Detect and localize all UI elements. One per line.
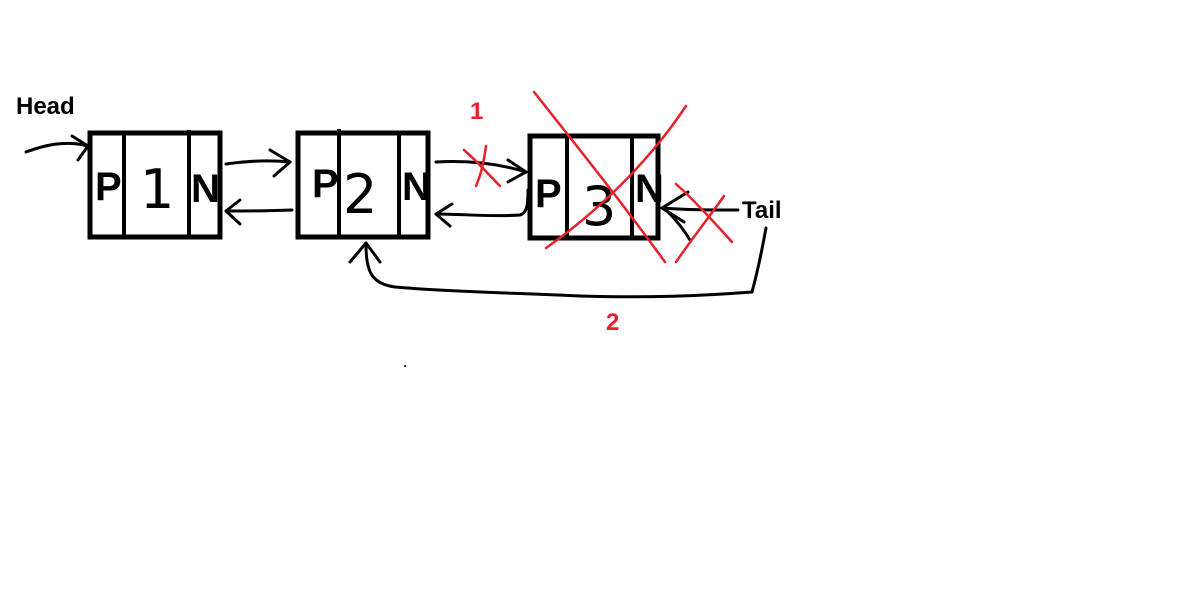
- node-1-box: [87, 130, 223, 240]
- node-1-prev-label: P: [95, 165, 122, 209]
- node-3: P 3 N: [527, 133, 664, 241]
- node-3-prev-label: P: [535, 172, 562, 216]
- link-3-to-2-prev-head: [434, 202, 454, 228]
- node-3-next-label: N: [635, 167, 664, 211]
- next-link-cross-b: [474, 144, 488, 188]
- node-2-value: 2: [343, 163, 377, 226]
- node-3-cross-line-b: [544, 104, 688, 250]
- node-2: P 2 N: [295, 129, 431, 240]
- link-3-to-2-prev: [434, 188, 530, 218]
- tail-arrow-head: [660, 190, 690, 224]
- node-1-next-label: N: [191, 167, 220, 211]
- tail-arrow: [660, 206, 740, 212]
- tail-cross-b: [674, 194, 726, 264]
- node-1: P 1 N: [87, 130, 223, 240]
- new-tail-pointer-head: [348, 241, 382, 264]
- head-arrow-head: [70, 134, 90, 162]
- deletion-marks: [462, 90, 734, 264]
- stray-dot: [404, 365, 406, 367]
- tail-cross-a: [674, 182, 734, 244]
- link-1-to-2-next: [224, 159, 292, 166]
- link-2-to-1-prev-head: [224, 198, 242, 226]
- node-2-prev-label: P: [312, 162, 339, 206]
- node-2-box: [295, 130, 431, 240]
- link-2-to-1-prev: [224, 208, 294, 213]
- node-3-cross-line-a: [532, 90, 667, 264]
- new-tail-pointer: [364, 226, 768, 299]
- head-label: Head: [16, 93, 75, 120]
- node-3-box: [527, 133, 661, 241]
- link-2-to-3-next-head: [506, 158, 528, 184]
- tail-label: Tail: [742, 197, 782, 224]
- node-1-value: 1: [140, 158, 174, 221]
- step-1-label: 1: [470, 98, 483, 125]
- head-arrow: [24, 141, 90, 154]
- step-2-label: 2: [606, 309, 619, 336]
- link-1-to-2-next-head: [268, 148, 292, 178]
- tail-arrow-stroke: [666, 210, 692, 242]
- node-2-next-label: N: [402, 165, 431, 209]
